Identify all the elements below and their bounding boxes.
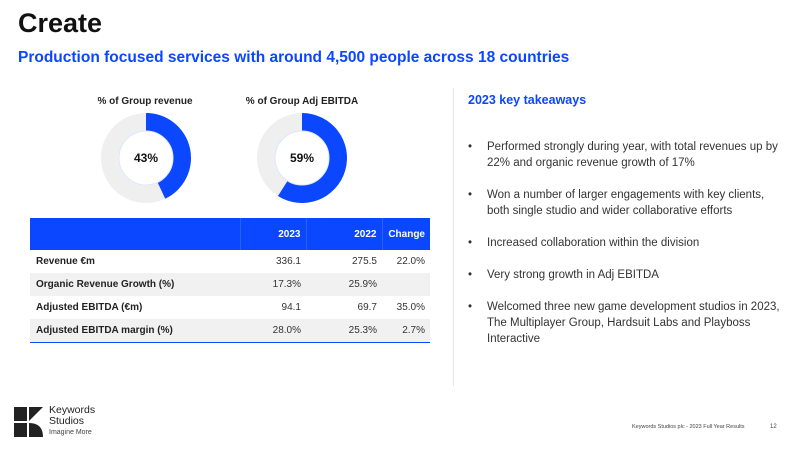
cell: 25.9%	[306, 273, 382, 296]
logo-text: Keywords Studios Imagine More	[49, 405, 95, 438]
header-cell: 2022	[305, 218, 382, 250]
page-title: Create	[18, 8, 103, 38]
cell: 336.1	[275, 256, 301, 267]
list-item: Increased collaboration within the divis…	[468, 235, 788, 251]
cell: 17.3%	[240, 273, 306, 296]
header-cell	[30, 218, 240, 250]
table-row: Adjusted EBITDA (€m) 94.1 69.7 35.0%	[30, 296, 430, 319]
vertical-divider	[453, 88, 454, 386]
table-header-row: 2023 2022 Change	[30, 218, 430, 250]
keywords-logo-icon	[14, 407, 43, 437]
cell: 28.0%	[240, 319, 306, 343]
row-label: Revenue €m	[36, 256, 95, 267]
row-label: Adjusted EBITDA margin (%)	[30, 319, 240, 343]
logo-line1: Keywords	[49, 404, 96, 416]
table-row: Organic Revenue Growth (%) 17.3% 25.9%	[30, 273, 430, 296]
takeaways-heading: 2023 key takeaways	[468, 93, 587, 107]
donut-revenue: 43%	[101, 113, 191, 203]
donut-center-label: 43%	[134, 151, 158, 165]
list-item: Very strong growth in Adj EBITDA	[468, 267, 788, 283]
donut-ebitda-title: % of Group Adj EBITDA	[245, 96, 359, 107]
donut-hole	[274, 130, 330, 186]
donut-slice-rest	[101, 113, 166, 203]
list-item: Welcomed three new game development stud…	[468, 299, 788, 347]
page-number: 12	[770, 424, 777, 430]
row-label: Adjusted EBITDA (€m)	[36, 302, 143, 313]
cell: 275.5	[351, 256, 377, 267]
donut-hole	[118, 130, 174, 186]
donut-slice-share	[146, 113, 191, 199]
donut-slice-share	[277, 113, 347, 203]
donut-ebitda: 59%	[257, 113, 347, 203]
table-row: Revenue €m 336.1 275.5 22.0%	[30, 250, 430, 273]
takeaways-list: Performed strongly during year, with tot…	[468, 139, 788, 363]
financial-table: 2023 2022 Change Revenue €m 336.1 275.5 22.…	[30, 218, 430, 343]
page-subtitle: Production focused services with around …	[18, 49, 570, 66]
cell: 2.7%	[382, 319, 430, 343]
donut-center-label: 59%	[290, 151, 314, 165]
cell: 94.1	[281, 302, 301, 313]
table-row: Adjusted EBITDA margin (%) 28.0% 25.3% 2.7%	[30, 319, 430, 343]
cell: 22.0%	[396, 256, 425, 267]
list-item: Won a number of larger engagements with …	[468, 187, 788, 219]
footer-text: Keywords Studios plc - 2023 Full Year Re…	[632, 424, 745, 430]
cell	[382, 273, 430, 296]
logo-line2: Studios	[49, 415, 85, 427]
donut-slice-rest	[257, 113, 302, 196]
list-item: Performed strongly during year, with tot…	[468, 139, 788, 171]
donut-revenue-title: % of Group revenue	[97, 96, 193, 107]
row-label: Organic Revenue Growth (%)	[30, 273, 240, 296]
header-cell: 2023	[239, 218, 306, 250]
cell: 69.7	[357, 302, 377, 313]
cell: 25.3%	[306, 319, 382, 343]
logo-tagline: Imagine More	[49, 429, 92, 436]
cell: 35.0%	[396, 302, 425, 313]
header-cell: Change	[381, 218, 430, 250]
